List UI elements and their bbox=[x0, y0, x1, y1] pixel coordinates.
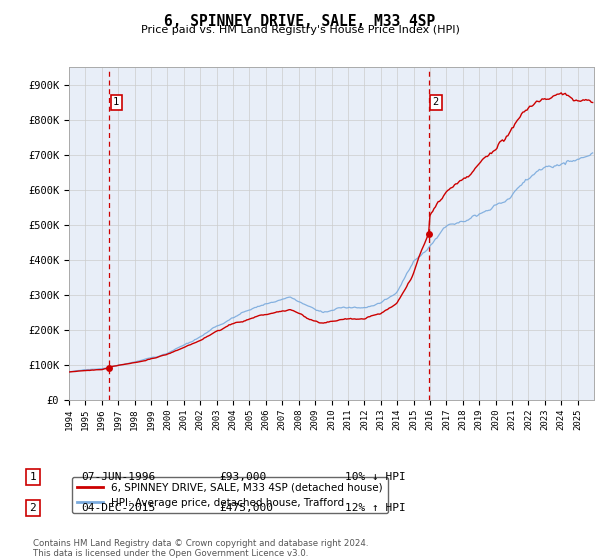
Text: 12% ↑ HPI: 12% ↑ HPI bbox=[345, 503, 406, 513]
Text: 2: 2 bbox=[29, 503, 37, 513]
Text: 07-JUN-1996: 07-JUN-1996 bbox=[81, 472, 155, 482]
Text: 10% ↓ HPI: 10% ↓ HPI bbox=[345, 472, 406, 482]
Text: £93,000: £93,000 bbox=[219, 472, 266, 482]
Text: Contains HM Land Registry data © Crown copyright and database right 2024.
This d: Contains HM Land Registry data © Crown c… bbox=[33, 539, 368, 558]
Text: 04-DEC-2015: 04-DEC-2015 bbox=[81, 503, 155, 513]
Text: £475,000: £475,000 bbox=[219, 503, 273, 513]
Text: 1: 1 bbox=[113, 97, 119, 107]
Text: 1: 1 bbox=[29, 472, 37, 482]
Text: Price paid vs. HM Land Registry's House Price Index (HPI): Price paid vs. HM Land Registry's House … bbox=[140, 25, 460, 35]
Text: 6, SPINNEY DRIVE, SALE, M33 4SP: 6, SPINNEY DRIVE, SALE, M33 4SP bbox=[164, 14, 436, 29]
Legend: 6, SPINNEY DRIVE, SALE, M33 4SP (detached house), HPI: Average price, detached h: 6, SPINNEY DRIVE, SALE, M33 4SP (detache… bbox=[71, 477, 388, 513]
Text: 2: 2 bbox=[433, 97, 439, 107]
